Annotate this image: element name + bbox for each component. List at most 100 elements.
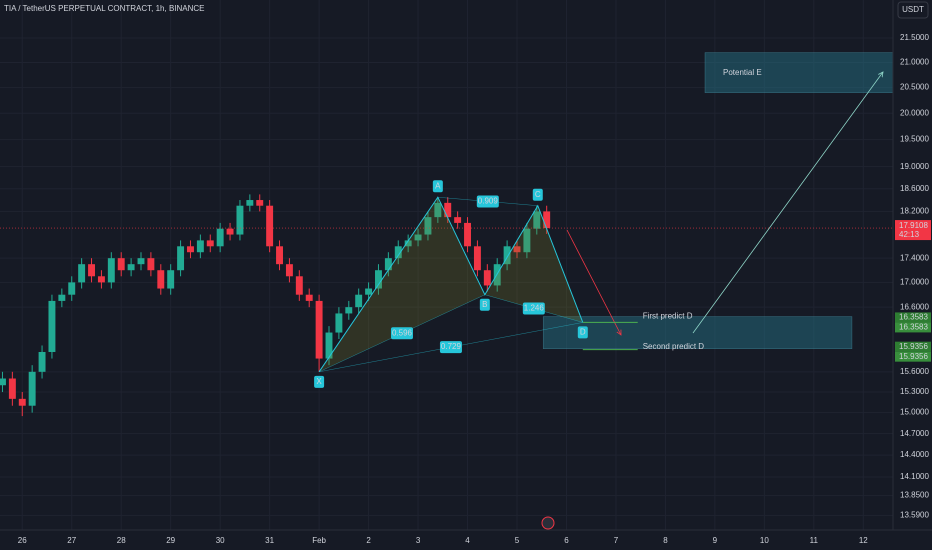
target-price-tag — [895, 322, 931, 333]
point-label: X — [316, 377, 322, 386]
candle-body — [276, 246, 283, 265]
ratio-label: 1.246 — [524, 304, 545, 313]
point-box — [577, 326, 588, 339]
zone-label: Potential E — [723, 68, 762, 77]
y-tick-label: 14.4000 — [900, 450, 929, 459]
x-tick-label: 9 — [713, 536, 718, 545]
point-box — [479, 298, 490, 311]
y-tick-label: 20.0000 — [900, 108, 929, 117]
candle-body — [226, 228, 234, 235]
point-box — [314, 375, 325, 388]
candle-body — [97, 276, 105, 283]
axes: 21.5000 21.0000 20.5000 20.0000 19.5000 19.00… — [18, 33, 931, 545]
candle-body — [384, 258, 392, 271]
candle-body — [404, 240, 412, 247]
candle-body — [107, 258, 115, 283]
x-tick-label: 26 — [18, 536, 27, 545]
y-tick-label: 14.1000 — [900, 472, 929, 481]
candle-body — [473, 246, 481, 271]
x-tick-label: 10 — [760, 536, 769, 545]
x-tick-label: 2 — [366, 536, 371, 545]
target-label: First predict D — [643, 312, 693, 321]
pattern-line — [318, 196, 584, 373]
up-arrow — [692, 72, 883, 334]
candle-body — [295, 276, 303, 295]
candle-body — [256, 200, 264, 206]
candle-body — [28, 371, 36, 406]
y-tick-label: 15.6000 — [900, 367, 929, 376]
x-tick-label: 29 — [166, 536, 175, 545]
pattern-fill — [319, 197, 485, 372]
candle-body — [394, 246, 402, 259]
y-tick-label: 18.2000 — [900, 207, 929, 216]
candle-body — [78, 264, 86, 283]
candle-body — [305, 294, 313, 301]
candles — [0, 194, 893, 417]
point-label: B — [482, 300, 487, 309]
candle-body — [533, 211, 541, 229]
candle-body — [414, 234, 422, 241]
candle-body — [206, 240, 214, 247]
target-price-label: 15.9356 — [899, 342, 928, 351]
ratio-box — [522, 302, 545, 315]
candle-body — [355, 294, 363, 308]
x-tick-label: 27 — [67, 536, 76, 545]
candle-body — [375, 270, 382, 289]
currency-button[interactable] — [897, 1, 929, 19]
x-tick-label: 28 — [117, 536, 126, 545]
x-tick-label: 11 — [810, 536, 819, 545]
ratio-label: 0.596 — [392, 328, 413, 337]
target-price-tag — [895, 341, 931, 352]
candle-body — [216, 228, 224, 247]
point-label: D — [580, 328, 586, 337]
ratio-box — [476, 195, 499, 208]
y-tick-label: 17.4000 — [900, 253, 929, 262]
candle-body — [543, 211, 551, 229]
y-tick-label: 15.3000 — [900, 387, 929, 396]
currency-label[interactable]: USDT — [902, 5, 924, 14]
last-price-tag — [895, 220, 931, 241]
target-price-tag — [895, 351, 931, 362]
x-tick-label: 6 — [564, 536, 569, 545]
last-price-label: 17.9108 — [899, 221, 928, 230]
candle-body — [157, 270, 165, 289]
x-tick-label: 4 — [465, 536, 470, 545]
target-price-label: 16.3583 — [899, 323, 928, 332]
candle-body — [266, 205, 274, 247]
candle-body — [0, 378, 6, 386]
candle-body — [137, 258, 145, 265]
point-box — [432, 180, 443, 193]
candle-body — [196, 240, 204, 253]
candle-body — [483, 270, 491, 286]
candle-body — [285, 264, 293, 277]
targets: First predict D Second predict D — [582, 312, 705, 351]
x-tick-label: 30 — [216, 536, 225, 545]
y-tick-label: 13.5900 — [900, 510, 929, 519]
candle-body — [48, 300, 56, 352]
y-tick-label: 16.6000 — [900, 302, 929, 311]
x-tick-label: 31 — [265, 536, 274, 545]
ratio-box — [439, 341, 462, 354]
point-box — [532, 188, 543, 201]
down-arrow — [566, 229, 621, 335]
x-tick-label: 5 — [515, 536, 520, 545]
event-icon[interactable] — [541, 516, 555, 530]
candle-body — [68, 282, 76, 295]
y-tick-label: 21.5000 — [900, 33, 929, 42]
candle-body — [454, 217, 462, 223]
candle-body — [365, 288, 373, 295]
y-tick-label: 14.7000 — [900, 429, 929, 438]
ratio-box — [390, 327, 413, 340]
y-tick-label: 18.6000 — [900, 184, 929, 193]
candle-body — [513, 246, 521, 253]
candle-body — [147, 258, 155, 271]
y-tick-label: 19.5000 — [900, 135, 929, 144]
y-tick-label: 21.0000 — [900, 58, 929, 67]
y-tick-label: 15.0000 — [900, 408, 929, 417]
candle-body — [444, 202, 452, 218]
y-tick-label: 20.5000 — [900, 83, 929, 92]
target-label: Second predict D — [643, 342, 705, 351]
y-tick-label: 17.0000 — [900, 277, 929, 286]
